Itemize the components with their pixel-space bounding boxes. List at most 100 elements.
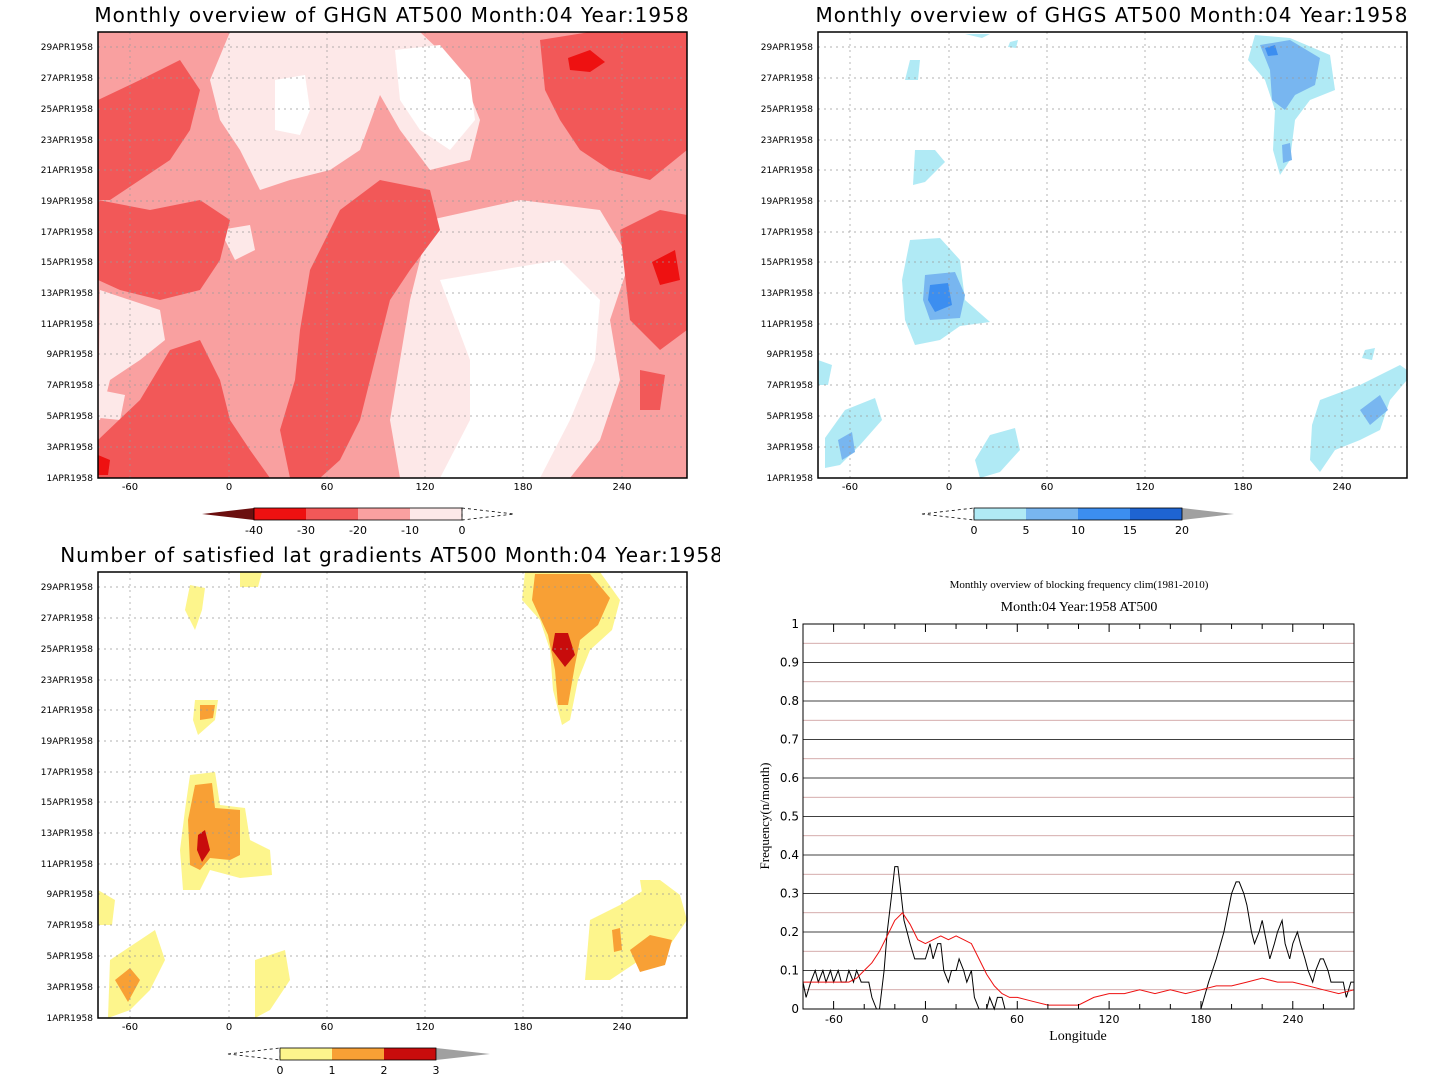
contour-orange	[630, 935, 672, 972]
y-tick-label: 0	[791, 1002, 799, 1016]
x-tick-label: 0	[226, 1022, 232, 1033]
y-tick-label: 15APR1958	[41, 258, 93, 268]
y-tick-label: 17APR1958	[41, 228, 93, 238]
y-tick-label: 5APR1958	[47, 412, 94, 422]
y-tick-label: 17APR1958	[761, 228, 813, 238]
y-tick-label: 11APR1958	[41, 860, 93, 870]
gridlines	[803, 642, 1354, 991]
y-tick-label: 27APR1958	[41, 614, 93, 624]
x-tick-label: 120	[415, 1022, 434, 1033]
colorbar-swatch	[202, 508, 254, 520]
y-tick-label: 19APR1958	[761, 197, 813, 207]
colorbar-swatch	[384, 1048, 436, 1060]
ghgs-chart: Monthly overview of GHGS AT500 Month:04 …	[761, 3, 1408, 537]
y-tick-label: 0.8	[780, 694, 799, 708]
colorbar-swatch	[1026, 508, 1078, 520]
contour-red	[197, 830, 210, 862]
x-tick-label: 60	[321, 482, 334, 493]
y-tick-label: 13APR1958	[41, 289, 93, 299]
contour-yellow	[98, 890, 115, 925]
contour-white	[440, 260, 600, 478]
contour-yellow	[185, 585, 205, 630]
colorbar-label: 0	[971, 524, 978, 537]
x-tick-label: 240	[1332, 482, 1351, 493]
contour-medium	[98, 340, 270, 478]
contour-white	[395, 45, 475, 150]
contour-light	[818, 360, 832, 385]
x-tick-label: 0	[226, 482, 232, 493]
contour-medium	[640, 370, 665, 410]
colorbar-swatch	[410, 508, 462, 520]
y-tick-label: 9APR1958	[47, 890, 94, 900]
colorbar-label: 2	[381, 1064, 388, 1077]
series-line-black	[802, 866, 1354, 1011]
y-tick-label: 1APR1958	[47, 474, 94, 484]
contour-yellow	[108, 930, 165, 1018]
contour-light	[98, 290, 165, 420]
x-tick-label: 0	[922, 1013, 929, 1026]
y-tick-label: 0.6	[780, 771, 799, 785]
colorbar-swatch	[436, 1048, 490, 1060]
colorbar-swatch	[227, 1047, 281, 1061]
colorbar-swatch	[1182, 508, 1234, 520]
x-tick-label: 240	[1283, 1013, 1304, 1026]
colorbar: 0 5 10 15 20	[921, 507, 1234, 537]
y-tick-label: 13APR1958	[761, 289, 813, 299]
y-tick-label: 25APR1958	[41, 105, 93, 115]
contour-orange	[115, 968, 140, 1002]
contour-medium	[98, 60, 200, 200]
y-tick-label: 23APR1958	[41, 676, 93, 686]
colorbar-label: -40	[245, 524, 263, 537]
y-tick-label: 5APR1958	[767, 412, 814, 422]
y-tick-label: 21APR1958	[761, 166, 813, 176]
contour-medium	[1260, 40, 1320, 110]
y-tick-label: 0.5	[780, 810, 799, 824]
contour-red	[552, 633, 575, 667]
plot-area	[802, 623, 1355, 1011]
colorbar-label: -20	[349, 524, 367, 537]
contour-yellow	[585, 880, 687, 980]
colorbar-swatch	[974, 508, 1026, 520]
colorbar-label: 15	[1123, 524, 1137, 537]
plot-area	[817, 31, 1408, 479]
y-tick-label: 3APR1958	[767, 443, 814, 453]
contour-medium	[170, 240, 200, 280]
y-tick-label: 11APR1958	[761, 320, 813, 330]
plot-area	[97, 31, 688, 479]
y-tick-label: 0.9	[780, 656, 799, 670]
contour-orange	[200, 705, 215, 720]
colorbar-swatch	[921, 507, 975, 521]
contour-strong	[928, 283, 952, 312]
colorbar-label: 20	[1175, 524, 1189, 537]
chart-title: Monthly overview of GHGN AT500 Month:04 …	[94, 3, 689, 27]
y-tick-label: 27APR1958	[41, 74, 93, 84]
x-tick-label: 180	[1233, 482, 1252, 493]
y-tick-label: 5APR1958	[47, 952, 94, 962]
contour-light	[905, 60, 920, 80]
y-tick-label: 29APR1958	[761, 43, 813, 53]
colorbar-label: 5	[1023, 524, 1030, 537]
y-tick-label: 15APR1958	[761, 258, 813, 268]
x-tick-label: 60	[321, 1022, 334, 1033]
contour-yellow	[255, 950, 290, 1018]
y-tick-label: 21APR1958	[41, 706, 93, 716]
chart-title: Monthly overview of blocking frequency c…	[950, 579, 1209, 591]
x-tick-label: 180	[513, 1022, 532, 1033]
colorbar-swatch	[1130, 508, 1182, 520]
contour-light	[825, 398, 882, 468]
y-tick-label: 25APR1958	[761, 105, 813, 115]
contour-strong	[1265, 45, 1278, 56]
colorbar-swatch	[358, 508, 410, 520]
y-tick-label: 0.4	[780, 848, 799, 862]
colorbar-label: -10	[401, 524, 419, 537]
x-tick-label: -60	[122, 1022, 138, 1033]
y-tick-label: 15APR1958	[41, 798, 93, 808]
y-tick-label: 1	[791, 617, 799, 631]
contour-yellow	[240, 572, 262, 587]
y-tick-label: 29APR1958	[41, 583, 93, 593]
colorbar-label: 0	[459, 524, 466, 537]
contour-medium	[1360, 395, 1388, 425]
y-tick-label: 9APR1958	[767, 350, 814, 360]
contour-medium	[280, 180, 440, 478]
colorbar-label: 1	[329, 1064, 336, 1077]
